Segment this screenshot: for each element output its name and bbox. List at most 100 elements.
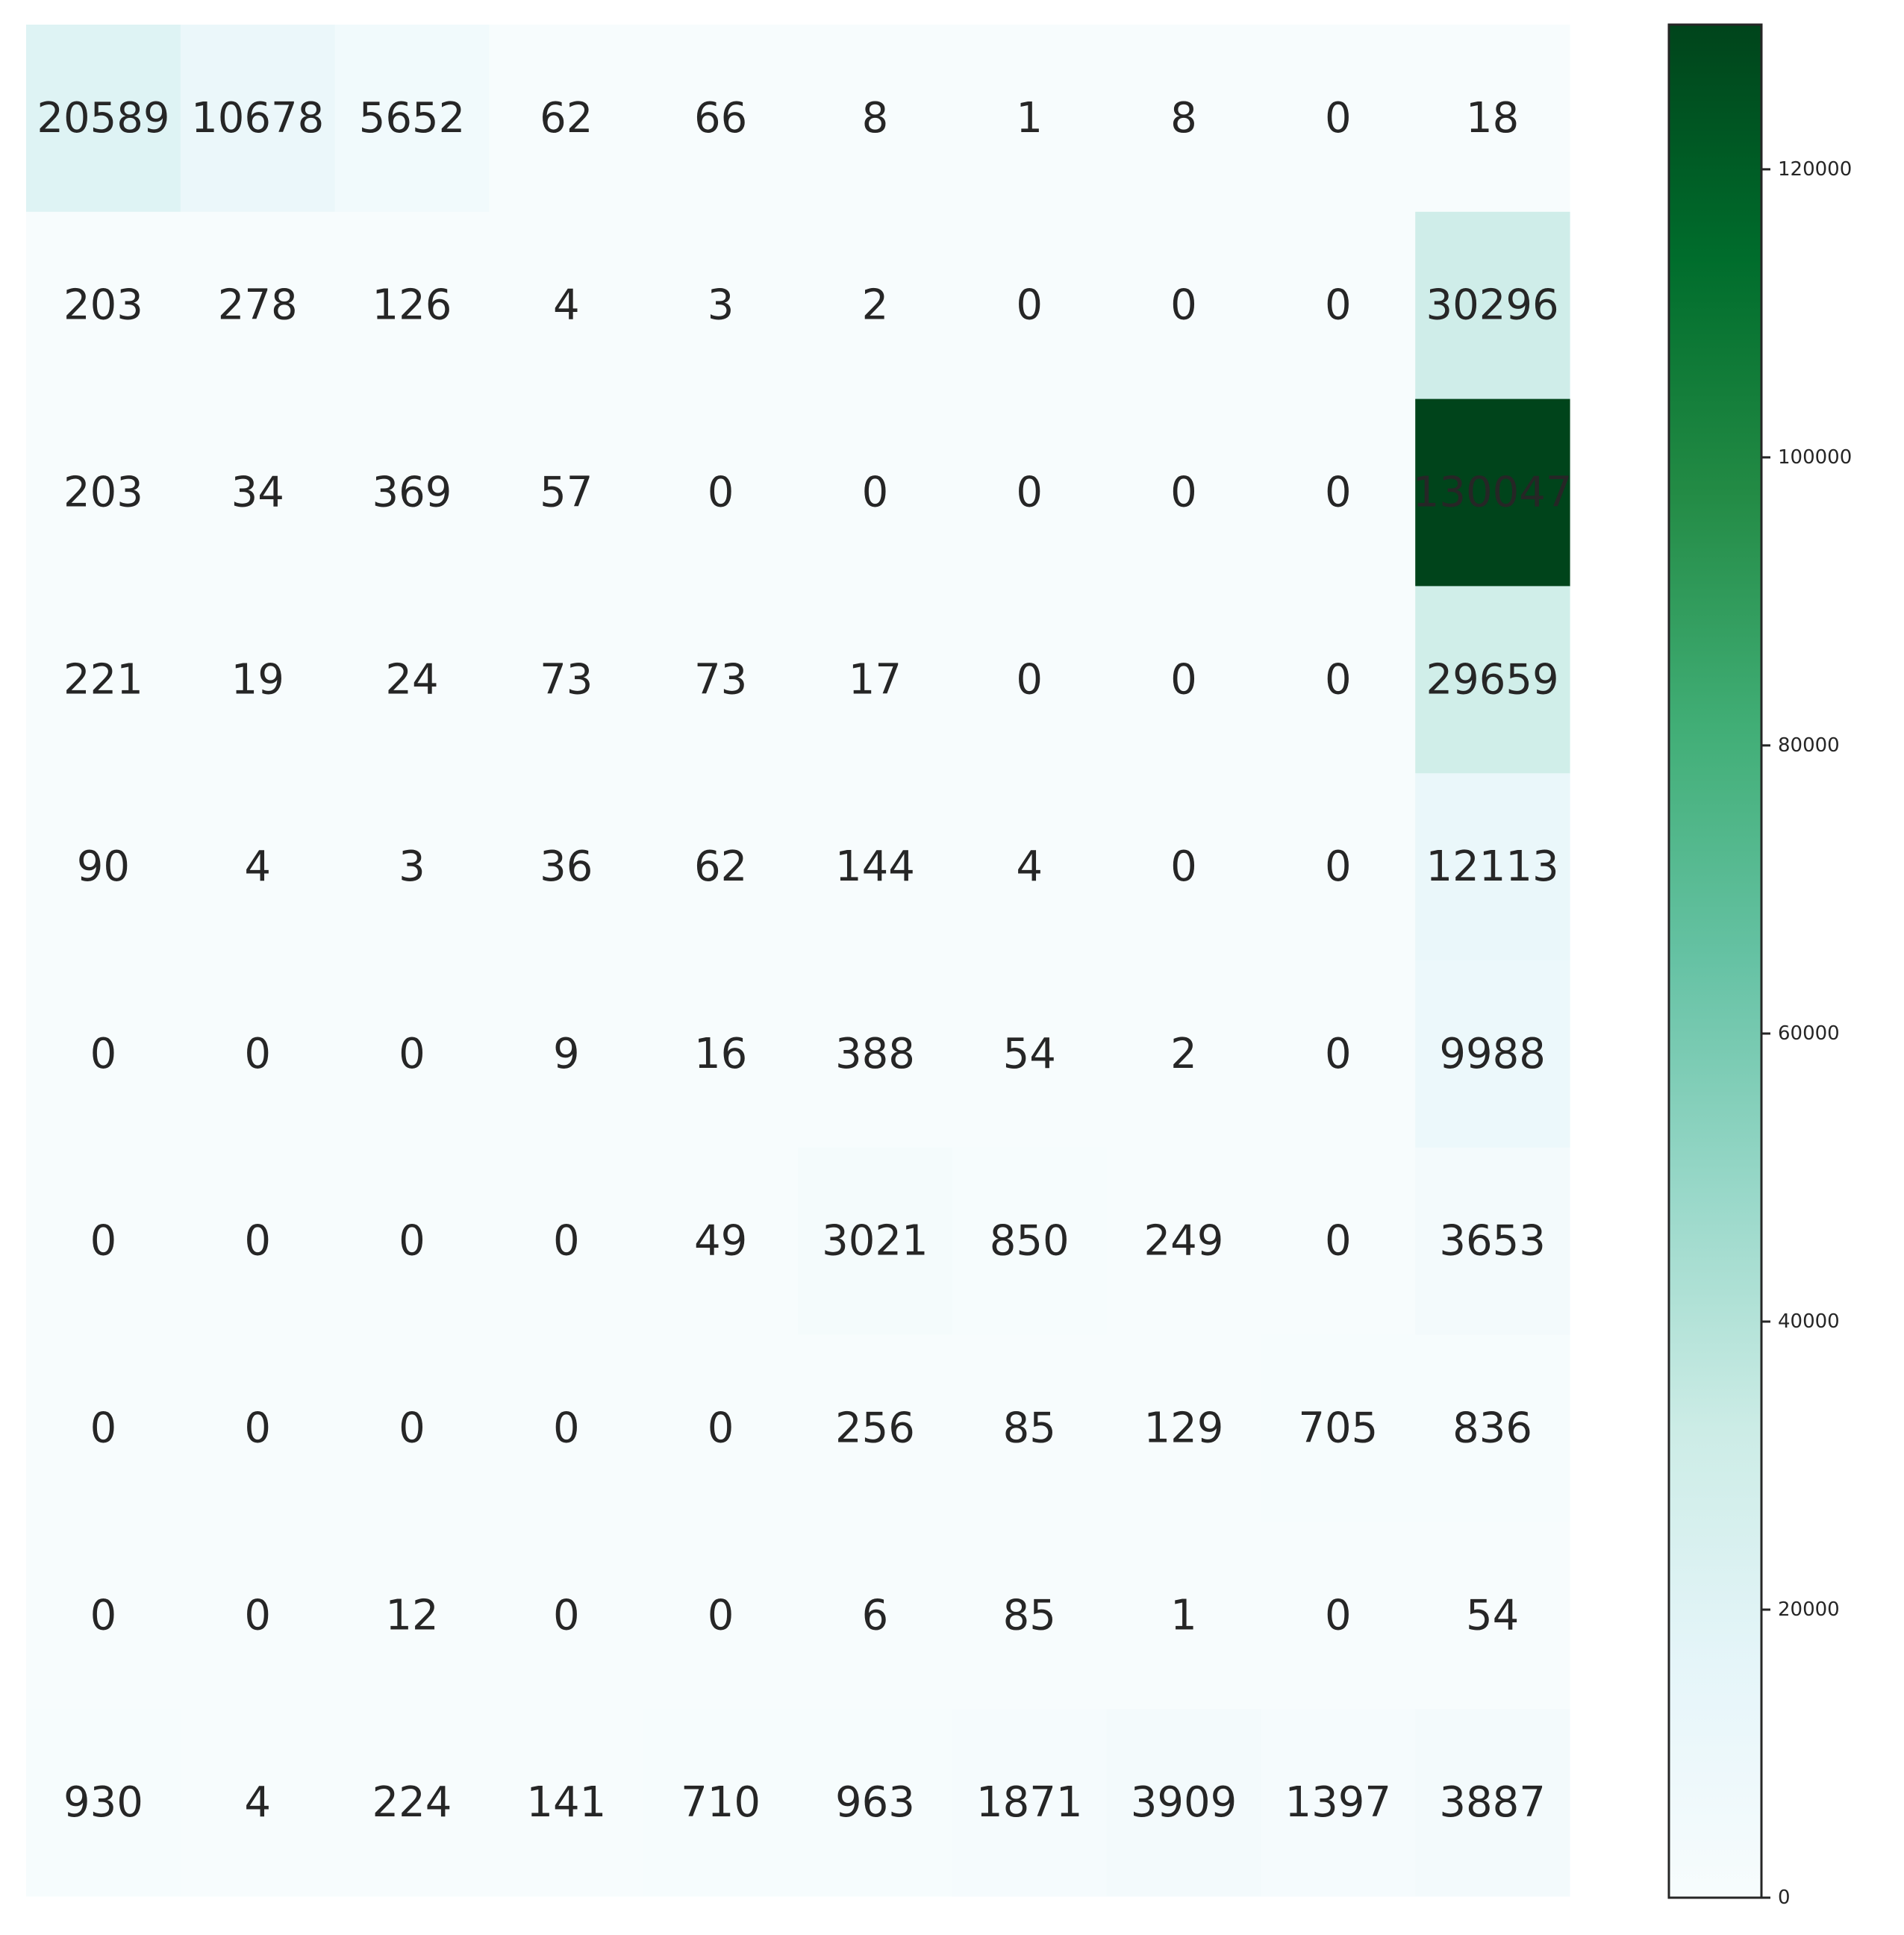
heatmap-cell-label-r0-c1: 10678 [191, 94, 324, 143]
heatmap-cell-r5-c8 [1261, 960, 1416, 1148]
heatmap-cell-r0-c5 [798, 25, 953, 213]
heatmap-cell-r0-c3 [489, 25, 644, 213]
heatmap-cell-label-r3-c0: 221 [63, 655, 143, 704]
heatmap-cell-r9-c2 [334, 1709, 490, 1897]
heatmap-cell-r1-c7 [1106, 211, 1261, 400]
heatmap-cell-r4-c4 [643, 773, 799, 961]
heatmap-cell-r2-c1 [180, 398, 336, 587]
colorbar-ticks: 0 20000 40000 60000 80000 100000 120000 [1761, 158, 1852, 1909]
heatmap-cell-r3-c4 [643, 586, 799, 774]
heatmap-cell-label-r4-c8: 0 [1325, 843, 1352, 891]
heatmap-cell-label-r2-c6: 0 [1016, 469, 1043, 517]
heatmap-cell-label-r5-c8: 0 [1325, 1030, 1352, 1078]
colorbar-tick-label-0: 0 [1778, 1886, 1791, 1909]
heatmap-cell-label-r4-c0: 90 [77, 843, 130, 891]
heatmap-cell-label-r8-c9: 54 [1466, 1591, 1519, 1639]
heatmap-cell-label-r7-c9: 836 [1452, 1404, 1532, 1453]
heatmap-cell-label-r6-c3: 0 [553, 1217, 580, 1266]
heatmap-cell-label-r4-c2: 3 [399, 843, 425, 891]
heatmap-cell-label-r1-c4: 3 [708, 281, 734, 330]
heatmap-cell-label-r7-c6: 85 [1003, 1404, 1056, 1453]
colorbar-tick-label-100000: 100000 [1778, 446, 1852, 469]
heatmap-cell-r4-c2 [334, 773, 490, 961]
heatmap-cell-label-r2-c3: 57 [540, 469, 593, 517]
heatmap-cell-label-r8-c8: 0 [1325, 1591, 1352, 1639]
colorbar-tick-label-60000: 60000 [1778, 1022, 1840, 1045]
heatmap-cell-label-r9-c3: 141 [526, 1778, 606, 1827]
heatmap-cell-r3-c7 [1106, 586, 1261, 774]
heatmap-cell-label-r2-c8: 0 [1325, 469, 1352, 517]
heatmap-cell-r6-c7 [1106, 1147, 1261, 1336]
heatmap-cell-label-r0-c0: 20589 [37, 94, 169, 143]
heatmap-cell-label-r6-c9: 3653 [1439, 1217, 1546, 1266]
heatmap-cell-r2-c6 [952, 398, 1108, 587]
heatmap-cell-r7-c6 [952, 1334, 1108, 1522]
heatmap-cell-r9-c9 [1415, 1709, 1570, 1897]
heatmap-cell-r4-c5 [798, 773, 953, 961]
heatmap-cell-r0-c8 [1261, 25, 1416, 213]
heatmap-cell-label-r6-c4: 49 [694, 1217, 747, 1266]
heatmap-cell-label-r4-c7: 0 [1170, 843, 1197, 891]
heatmap-cell-r2-c3 [489, 398, 644, 587]
heatmap-cell-r1-c2 [334, 211, 490, 400]
heatmap-cell-r9-c6 [952, 1709, 1108, 1897]
heatmap-cell-r6-c5 [798, 1147, 953, 1336]
heatmap-cell-label-r3-c8: 0 [1325, 655, 1352, 704]
heatmap-cell-r7-c7 [1106, 1334, 1261, 1522]
heatmap-cell-label-r6-c8: 0 [1325, 1217, 1352, 1266]
heatmap-cell-r2-c2 [334, 398, 490, 587]
heatmap-cell-r7-c1 [180, 1334, 336, 1522]
heatmap-cell-label-r7-c4: 0 [708, 1404, 734, 1453]
heatmap-cell-label-r1-c6: 0 [1016, 281, 1043, 330]
heatmap-cell-r6-c3 [489, 1147, 644, 1336]
heatmap-cell-label-r1-c3: 4 [553, 281, 580, 330]
colorbar-gradient [1667, 23, 1763, 1899]
heatmap-cell-r4-c1 [180, 773, 336, 961]
heatmap-cell-r9-c4 [643, 1709, 799, 1897]
heatmap-cell-label-r4-c5: 144 [835, 843, 915, 891]
heatmap-cell-r2-c4 [643, 398, 799, 587]
heatmap-cell-r2-c5 [798, 398, 953, 587]
heatmap-cell-label-r5-c4: 16 [694, 1030, 747, 1078]
heatmap-cell-label-r9-c5: 963 [835, 1778, 915, 1827]
heatmap-cell-r9-c7 [1106, 1709, 1261, 1897]
heatmap-cell-label-r4-c9: 12113 [1426, 843, 1559, 891]
heatmap-cell-label-r8-c7: 1 [1170, 1591, 1197, 1639]
heatmap-cell-label-r3-c1: 19 [231, 655, 284, 704]
heatmap-cell-label-r1-c5: 2 [862, 281, 889, 330]
heatmap-cell-r2-c0 [26, 398, 181, 587]
heatmap-cell-r8-c6 [952, 1522, 1108, 1710]
heatmap-cell-label-r0-c3: 62 [540, 94, 593, 143]
heatmap-cell-label-r7-c1: 0 [244, 1404, 271, 1453]
heatmap-cell-label-r7-c0: 0 [90, 1404, 117, 1453]
heatmap-cell-label-r0-c4: 66 [694, 94, 747, 143]
heatmap-cell-label-r4-c6: 4 [1016, 843, 1043, 891]
heatmap-cell-r0-c9 [1415, 25, 1570, 213]
heatmap-cell-r9-c5 [798, 1709, 953, 1897]
heatmap-cell-r3-c5 [798, 586, 953, 774]
heatmap-cell-label-r5-c1: 0 [244, 1030, 271, 1078]
heatmap-cell-r3-c3 [489, 586, 644, 774]
heatmap-cell-label-r1-c1: 278 [218, 281, 298, 330]
heatmap-cell-r5-c7 [1106, 960, 1261, 1148]
heatmap-cell-r5-c4 [643, 960, 799, 1148]
heatmap-cell-r1-c8 [1261, 211, 1416, 400]
heatmap-cell-label-r5-c3: 9 [553, 1030, 580, 1078]
heatmap-cell-label-r3-c7: 0 [1170, 655, 1197, 704]
heatmap-cell-r7-c2 [334, 1334, 490, 1522]
heatmap-cell-r6-c1 [180, 1147, 336, 1336]
heatmap-cell-r5-c1 [180, 960, 336, 1148]
heatmap-cell-r1-c1 [180, 211, 336, 400]
heatmap-cell-r5-c6 [952, 960, 1108, 1148]
heatmap-cell-r1-c6 [952, 211, 1108, 400]
heatmap-cell-r3-c6 [952, 586, 1108, 774]
heatmap-cell-label-r9-c2: 224 [372, 1778, 452, 1827]
heatmap-cell-r8-c5 [798, 1522, 953, 1710]
heatmap-cell-label-r8-c5: 6 [862, 1591, 889, 1639]
heatmap-cell-label-r6-c6: 850 [990, 1217, 1070, 1266]
heatmap-cell-label-r8-c6: 85 [1003, 1591, 1056, 1639]
heatmap-cell-r3-c9 [1415, 586, 1570, 774]
heatmap-cell-label-r8-c4: 0 [708, 1591, 734, 1639]
